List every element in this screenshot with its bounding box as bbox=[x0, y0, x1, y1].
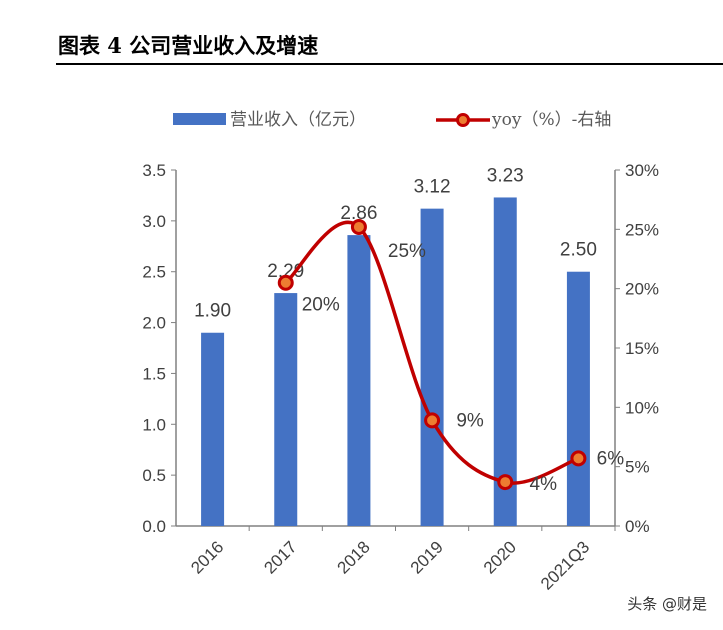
right-tick-label: 20% bbox=[625, 280, 659, 299]
yoy-data-label: 4% bbox=[530, 474, 558, 495]
bar-data-label: 2.86 bbox=[340, 203, 377, 224]
left-tick-label: 1.0 bbox=[142, 415, 166, 434]
yoy-line bbox=[284, 220, 580, 485]
bar-data-label: 2.29 bbox=[267, 261, 304, 282]
right-tick-label: 30% bbox=[625, 161, 659, 180]
yoy-marker bbox=[277, 274, 294, 291]
yoy-marker bbox=[497, 474, 514, 491]
yoy-data-label: 6% bbox=[597, 448, 625, 469]
left-tick-label: 3.0 bbox=[142, 212, 166, 231]
yoy-marker bbox=[350, 218, 367, 235]
bar bbox=[201, 332, 225, 526]
x-tick-label: 2021Q3 bbox=[537, 537, 593, 593]
bar-data-label: 1.90 bbox=[194, 301, 231, 322]
x-tick-label: 2016 bbox=[187, 537, 227, 577]
yoy-data-label: 25% bbox=[388, 241, 426, 262]
right-tick-label: 0% bbox=[625, 517, 650, 536]
right-tick-label: 25% bbox=[625, 220, 659, 239]
yoy-data-label: 20% bbox=[302, 295, 340, 316]
bar bbox=[420, 208, 444, 526]
left-tick-label: 2.0 bbox=[142, 314, 166, 333]
bar-data-label: 3.12 bbox=[414, 177, 451, 198]
x-tick-label: 2018 bbox=[334, 537, 374, 577]
bar bbox=[493, 197, 517, 526]
yoy-marker bbox=[570, 450, 587, 467]
bar-data-label: 2.50 bbox=[560, 240, 597, 261]
x-tick-label: 2019 bbox=[407, 537, 447, 577]
legend-bar-swatch bbox=[173, 113, 226, 125]
watermark: 头条 @财是 bbox=[627, 595, 707, 613]
yoy-data-label: 9% bbox=[456, 410, 484, 431]
title-rule bbox=[56, 63, 723, 65]
chart-title: 图表 4 公司营业收入及增速 bbox=[58, 33, 319, 58]
x-tick-label: 2020 bbox=[480, 537, 520, 577]
right-tick-label: 10% bbox=[625, 398, 659, 417]
yoy-marker bbox=[424, 412, 441, 429]
bar bbox=[274, 293, 298, 526]
right-tick-label: 5% bbox=[625, 458, 650, 477]
left-tick-label: 0.5 bbox=[142, 466, 166, 485]
left-tick-label: 3.5 bbox=[142, 161, 166, 180]
legend-line-label: yoy（%）-右轴 bbox=[491, 110, 611, 130]
right-tick-label: 15% bbox=[625, 339, 659, 358]
bar bbox=[347, 235, 371, 526]
left-tick-label: 0.0 bbox=[142, 517, 166, 536]
legend-line-marker bbox=[456, 113, 470, 127]
bar-data-label: 3.23 bbox=[487, 165, 524, 186]
x-tick-label: 2017 bbox=[260, 537, 300, 577]
legend-bar-label: 营业收入（亿元） bbox=[230, 110, 366, 130]
bar bbox=[566, 271, 590, 526]
left-tick-label: 1.5 bbox=[142, 364, 166, 383]
left-tick-label: 2.5 bbox=[142, 263, 166, 282]
